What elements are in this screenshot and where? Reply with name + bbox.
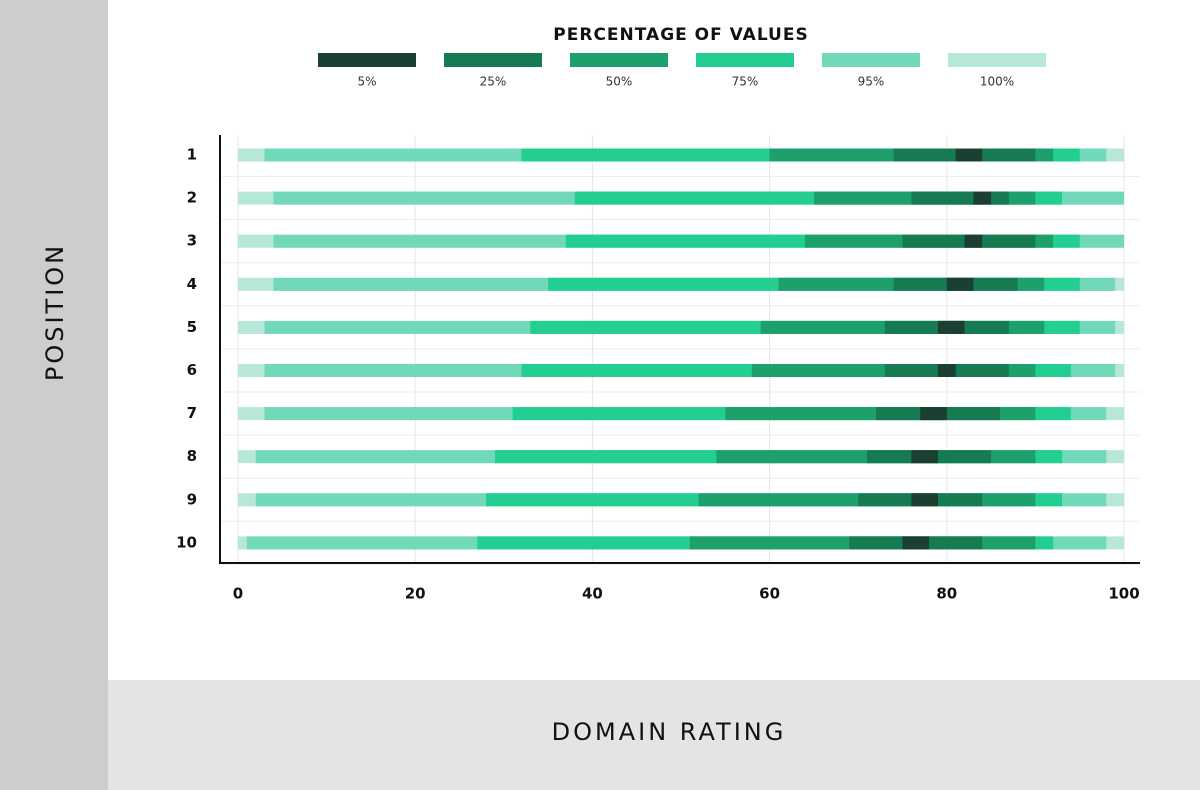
legend-swatch xyxy=(444,53,542,67)
legend-label: 25% xyxy=(480,75,507,89)
range-bar xyxy=(937,320,965,334)
range-bar xyxy=(955,148,983,162)
range-bar xyxy=(973,191,992,205)
legend-swatch xyxy=(948,53,1046,67)
y-axis-title: POSITION xyxy=(41,243,69,381)
y-tick-label: 3 xyxy=(187,232,197,250)
y-tick-label: 7 xyxy=(187,404,197,422)
range-bar xyxy=(964,234,983,248)
range-bar xyxy=(911,450,938,464)
range-bar xyxy=(911,493,938,507)
legend-swatch xyxy=(570,53,668,67)
range-bar xyxy=(920,407,947,421)
legend-swatch xyxy=(318,53,416,67)
y-tick-label: 10 xyxy=(176,533,197,551)
legend-label: 75% xyxy=(732,75,759,89)
legend-swatch xyxy=(696,53,794,67)
range-bar xyxy=(902,536,930,550)
x-tick-label: 60 xyxy=(759,585,780,603)
legend-label: 100% xyxy=(980,75,1014,89)
x-tick-label: 20 xyxy=(405,585,426,603)
y-tick-label: 8 xyxy=(187,447,197,465)
legend-label: 95% xyxy=(858,75,885,89)
y-tick-label: 5 xyxy=(187,318,197,336)
range-bar xyxy=(946,277,974,291)
x-axis-title: DOMAIN RATING xyxy=(552,718,787,746)
legend-swatch xyxy=(822,53,920,67)
legend-label: 5% xyxy=(357,75,376,89)
y-axis-panel xyxy=(0,0,108,790)
x-tick-label: 80 xyxy=(936,585,957,603)
x-tick-label: 0 xyxy=(233,585,243,603)
y-tick-label: 2 xyxy=(187,189,197,207)
legend-label: 50% xyxy=(606,75,633,89)
x-tick-label: 100 xyxy=(1108,585,1139,603)
y-tick-label: 4 xyxy=(187,275,197,293)
range-bar xyxy=(937,364,956,377)
legend-title: PERCENTAGE OF VALUES xyxy=(553,25,808,45)
y-tick-label: 1 xyxy=(187,146,197,164)
x-axis-panel xyxy=(108,680,1200,790)
y-tick-label: 9 xyxy=(187,490,197,508)
range-bar xyxy=(911,191,1009,205)
y-tick-label: 6 xyxy=(187,361,197,379)
x-tick-label: 40 xyxy=(582,585,603,603)
